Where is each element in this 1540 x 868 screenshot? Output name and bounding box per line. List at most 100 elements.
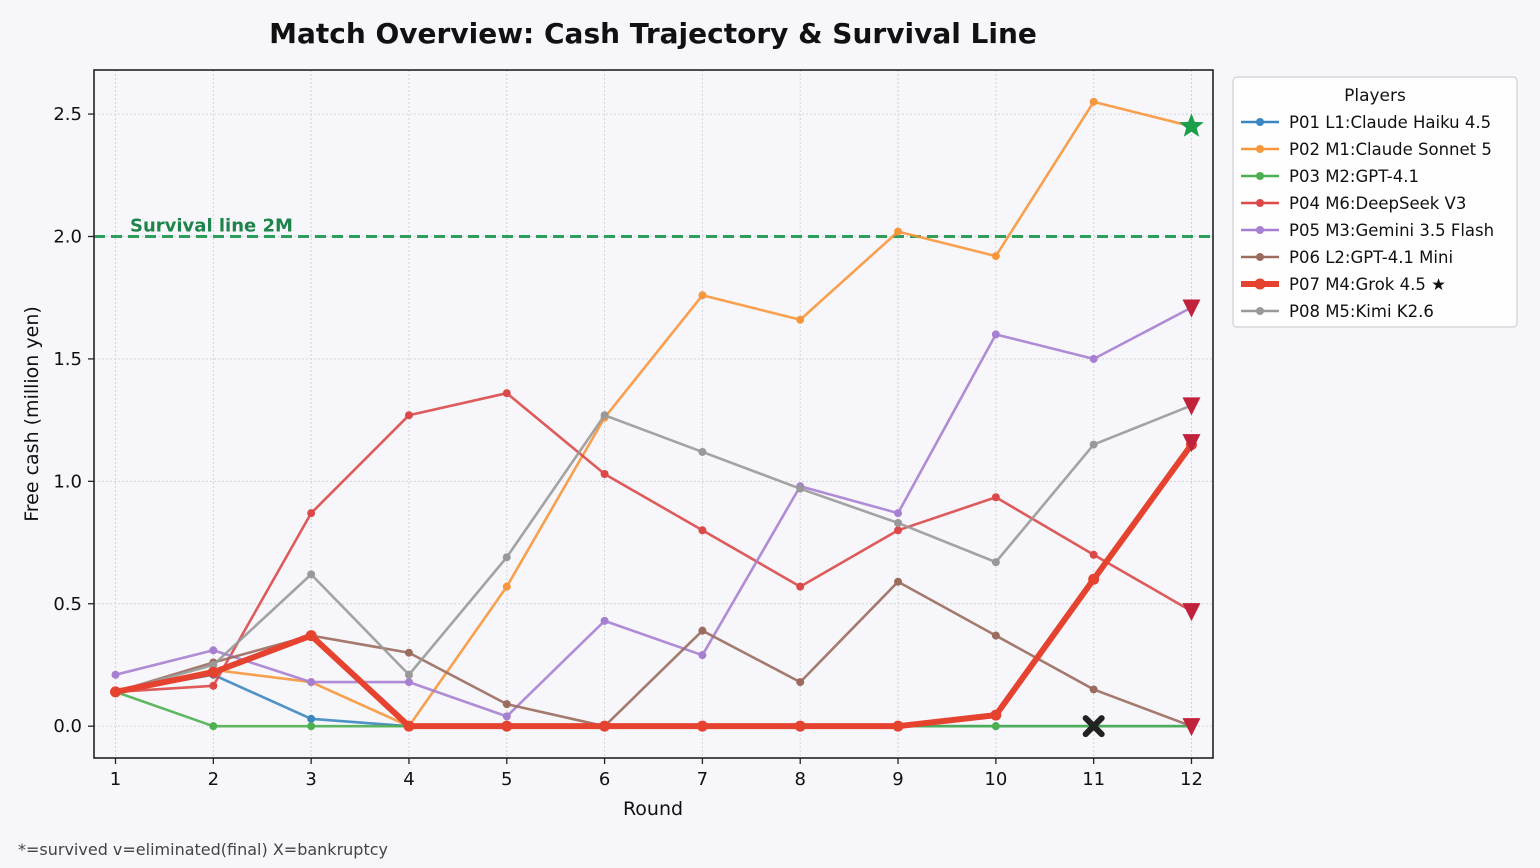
legend-label: P03 M2:GPT-4.1: [1289, 167, 1419, 186]
series-line: [114, 442, 1194, 730]
eliminated-triangle-marker: [1182, 397, 1201, 416]
series-line: [115, 391, 1193, 694]
data-point: [209, 681, 218, 690]
data-point: [991, 252, 1000, 261]
x-tick-label: 1: [110, 769, 121, 790]
data-point: [501, 720, 513, 732]
x-axis: 1 2 3 4 5 6 7 8 9 10 11 12: [110, 758, 1203, 790]
data-point: [698, 651, 707, 660]
series-line: [115, 404, 1192, 694]
data-point: [600, 616, 609, 625]
data-point: [794, 720, 806, 732]
x-tick-label: 3: [305, 769, 316, 790]
legend-swatch-marker: [1256, 118, 1264, 126]
legend-swatch-marker: [1256, 226, 1264, 234]
y-axis-label: Free cash (million yen): [21, 306, 43, 522]
data-point: [991, 631, 1000, 640]
x-tick-label: 7: [697, 769, 708, 790]
data-point: [892, 720, 904, 732]
data-point: [110, 686, 122, 698]
legend: Players P01 L1:Claude Haiku 4.5 P02 M1:Cla…: [1232, 76, 1518, 328]
x-tick-label: 2: [208, 769, 219, 790]
bankruptcy-x-marker: [1082, 715, 1105, 738]
y-tick-label: 1.5: [53, 349, 82, 370]
data-point: [698, 626, 707, 635]
legend-label: P06 L2:GPT-4.1 Mini: [1289, 248, 1453, 267]
data-point: [894, 577, 903, 586]
plot-frame: [93, 69, 1214, 759]
data-point: [991, 722, 1000, 731]
legend-swatch-marker: [1256, 253, 1264, 261]
end-markers: [1082, 113, 1204, 738]
data-point: [404, 670, 413, 679]
data-point: [1089, 354, 1098, 363]
data-point: [796, 315, 805, 324]
legend-entry: P07 M4:Grok 4.5 ★: [1241, 275, 1446, 294]
y-tick-label: 2.5: [53, 104, 82, 125]
x-tick-label: 6: [599, 769, 610, 790]
legend-swatch-marker: [1256, 307, 1264, 315]
series-p07: [110, 439, 1197, 732]
data-point: [698, 291, 707, 300]
survival-line-label: Survival line 2M: [130, 215, 293, 236]
y-tick-label: 2.0: [53, 226, 82, 247]
data-point: [600, 411, 609, 420]
data-point: [1088, 573, 1100, 585]
data-point: [698, 526, 707, 535]
data-point: [502, 389, 511, 398]
legend-entry: P01 L1:Claude Haiku 4.5: [1241, 113, 1491, 132]
y-tick-label: 0.5: [53, 594, 82, 615]
data-point: [796, 678, 805, 687]
eliminated-triangle-marker: [1182, 718, 1201, 737]
data-point: [305, 630, 317, 642]
legend-entry: P03 M2:GPT-4.1: [1241, 167, 1419, 186]
y-tick-label: 1.0: [53, 471, 82, 492]
series-line: [115, 100, 1192, 728]
chart-title: Match Overview: Cash Trajectory & Surviv…: [269, 17, 1037, 50]
legend-entry: P05 M3:Gemini 3.5 Flash: [1241, 221, 1494, 240]
legend-entry: P02 M1:Claude Sonnet 5: [1241, 140, 1492, 159]
series-line: [115, 306, 1193, 718]
data-point: [698, 447, 707, 456]
legend-entry: P06 L2:GPT-4.1 Mini: [1241, 248, 1453, 267]
legend-swatch-marker: [1254, 278, 1266, 290]
data-point: [502, 700, 511, 709]
x-tick-label: 11: [1082, 769, 1105, 790]
data-point: [307, 678, 316, 687]
data-point: [991, 493, 1000, 502]
data-point: [111, 670, 120, 679]
data-point: [307, 722, 316, 731]
data-point: [894, 518, 903, 527]
data-point: [796, 484, 805, 493]
data-point: [1089, 550, 1098, 559]
eliminated-triangle-marker: [1182, 299, 1201, 318]
data-point: [209, 646, 218, 655]
x-tick-label: 9: [892, 769, 903, 790]
data-point: [1089, 440, 1098, 449]
data-point: [696, 720, 708, 732]
eliminated-triangle-marker: [1182, 434, 1201, 453]
eliminated-triangle-marker: [1182, 603, 1201, 622]
x-tick-label: 10: [984, 769, 1007, 790]
data-point: [207, 666, 219, 678]
data-point: [307, 714, 316, 723]
legend-label: P02 M1:Claude Sonnet 5: [1289, 140, 1492, 159]
data-point: [209, 660, 218, 669]
legend-swatch-marker: [1256, 145, 1264, 153]
series-p04: [111, 389, 1196, 696]
legend-title: Players: [1344, 86, 1406, 106]
legend-label: P08 M5:Kimi K2.6: [1289, 302, 1434, 321]
data-point: [599, 720, 611, 732]
data-point: [991, 558, 1000, 567]
legend-swatch-marker: [1256, 199, 1264, 207]
data-point: [502, 582, 511, 591]
legend-swatch-marker: [1256, 172, 1264, 180]
data-point: [894, 526, 903, 535]
plot-area: Survival line 2M1 2 3 4 5 6 7 8 9 10 11 120.00.51.0…: [53, 69, 1214, 790]
data-point: [991, 330, 1000, 339]
data-point: [894, 509, 903, 518]
data-point: [209, 722, 218, 731]
x-tick-label: 12: [1180, 769, 1203, 790]
